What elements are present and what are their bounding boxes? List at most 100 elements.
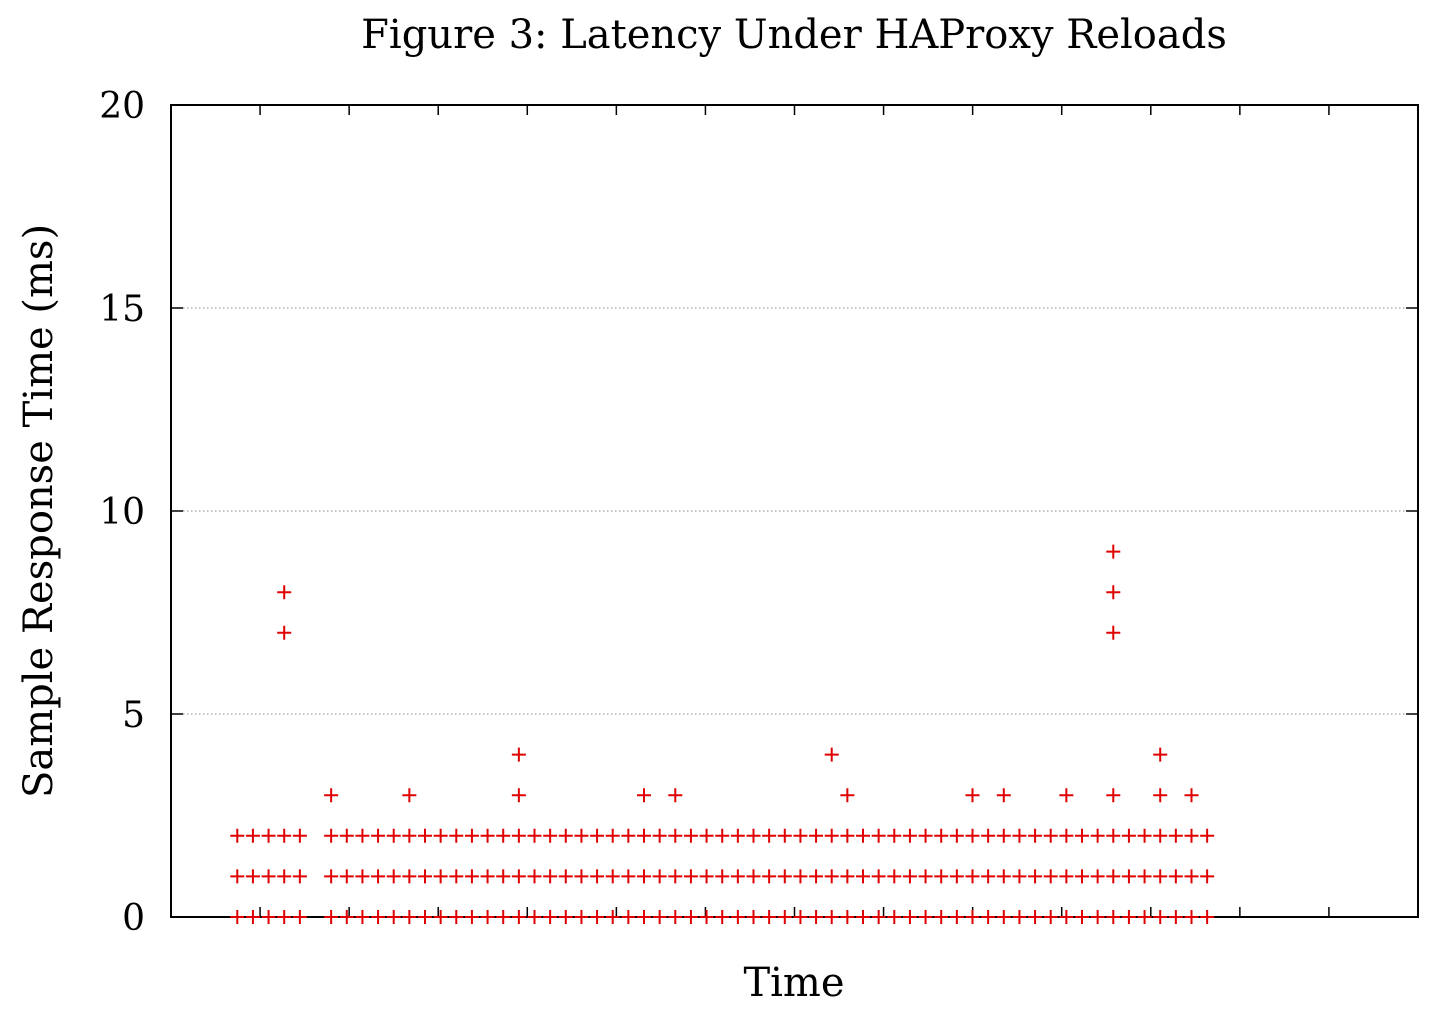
data-point (543, 828, 558, 843)
grid-lines (171, 307, 1418, 715)
data-point (902, 910, 917, 924)
data-point (1153, 747, 1168, 762)
data-point (637, 910, 651, 924)
data-point (511, 869, 526, 884)
data-point (981, 910, 996, 924)
data-point (1106, 544, 1121, 559)
data-point (840, 910, 855, 924)
data-point (1121, 869, 1136, 884)
data-point (433, 910, 448, 924)
data-point (809, 869, 824, 884)
data-point (230, 869, 245, 884)
data-point (386, 828, 401, 843)
data-point (1137, 828, 1152, 843)
data-point (292, 869, 307, 884)
data-point (418, 869, 432, 884)
data-point (887, 869, 902, 884)
data-point (746, 910, 761, 924)
data-point (1075, 910, 1089, 924)
data-point (605, 828, 620, 843)
data-point (1121, 910, 1136, 924)
data-point (496, 910, 511, 924)
data-point (981, 828, 996, 843)
data-point (371, 828, 386, 843)
data-point (699, 828, 714, 843)
data-point (574, 869, 589, 884)
ytick-label-20: 20 (99, 86, 145, 127)
data-point (371, 869, 386, 884)
data-point (418, 910, 432, 924)
data-point (996, 869, 1011, 884)
data-point (902, 869, 917, 884)
data-point (449, 828, 464, 843)
data-point (809, 910, 824, 924)
data-point (809, 828, 824, 843)
data-point (856, 910, 870, 924)
data-point (949, 828, 964, 843)
data-point (1106, 788, 1121, 803)
data-point (574, 828, 589, 843)
data-point (511, 788, 526, 803)
data-point (965, 788, 980, 803)
data-point (1184, 788, 1199, 803)
data-point (652, 869, 667, 884)
data-point (1121, 828, 1136, 843)
data-point (934, 910, 949, 924)
data-point (1137, 910, 1152, 924)
data-point (605, 869, 620, 884)
data-point (652, 828, 667, 843)
data-point (621, 910, 636, 924)
data-point (324, 828, 339, 843)
data-point (793, 869, 808, 884)
data-point (918, 869, 933, 884)
data-point (464, 910, 479, 924)
data-point (762, 910, 777, 924)
data-point (996, 910, 1011, 924)
data-point (277, 828, 292, 843)
data-point (402, 828, 417, 843)
data-point (918, 828, 933, 843)
data-point (777, 828, 792, 843)
data-point (230, 910, 245, 924)
data-point (1153, 828, 1168, 843)
data-point (1043, 828, 1058, 843)
data-point (887, 828, 902, 843)
data-point (245, 910, 260, 924)
ytick-label-15: 15 (99, 289, 145, 330)
data-point (1184, 910, 1199, 924)
data-point (934, 869, 949, 884)
data-point (386, 910, 401, 924)
data-point (339, 869, 354, 884)
data-point (1012, 910, 1027, 924)
data-point (668, 828, 683, 843)
ytick-label-10: 10 (99, 492, 145, 533)
data-point (1184, 828, 1199, 843)
data-point (637, 828, 651, 843)
data-point (918, 910, 933, 924)
data-point (871, 910, 886, 924)
data-point (683, 910, 698, 924)
data-point (1075, 869, 1089, 884)
y-axis-label: Sample Response Time (ms) (16, 224, 62, 798)
data-point (762, 828, 777, 843)
data-point (965, 910, 980, 924)
data-point (339, 910, 354, 924)
data-point (324, 788, 339, 803)
data-point (511, 747, 526, 762)
data-point (339, 828, 354, 843)
data-point (1184, 869, 1199, 884)
data-point (730, 869, 745, 884)
data-point (558, 828, 573, 843)
data-point (1153, 788, 1168, 803)
data-point (1106, 585, 1121, 600)
y-tick-labels: 0 5 10 15 20 (99, 86, 145, 939)
data-point (261, 910, 276, 924)
data-point (1028, 828, 1043, 843)
data-point (856, 869, 870, 884)
data-point (777, 910, 792, 924)
data-point (527, 869, 542, 884)
data-point (511, 910, 526, 924)
data-point (449, 910, 464, 924)
data-point (605, 910, 620, 924)
